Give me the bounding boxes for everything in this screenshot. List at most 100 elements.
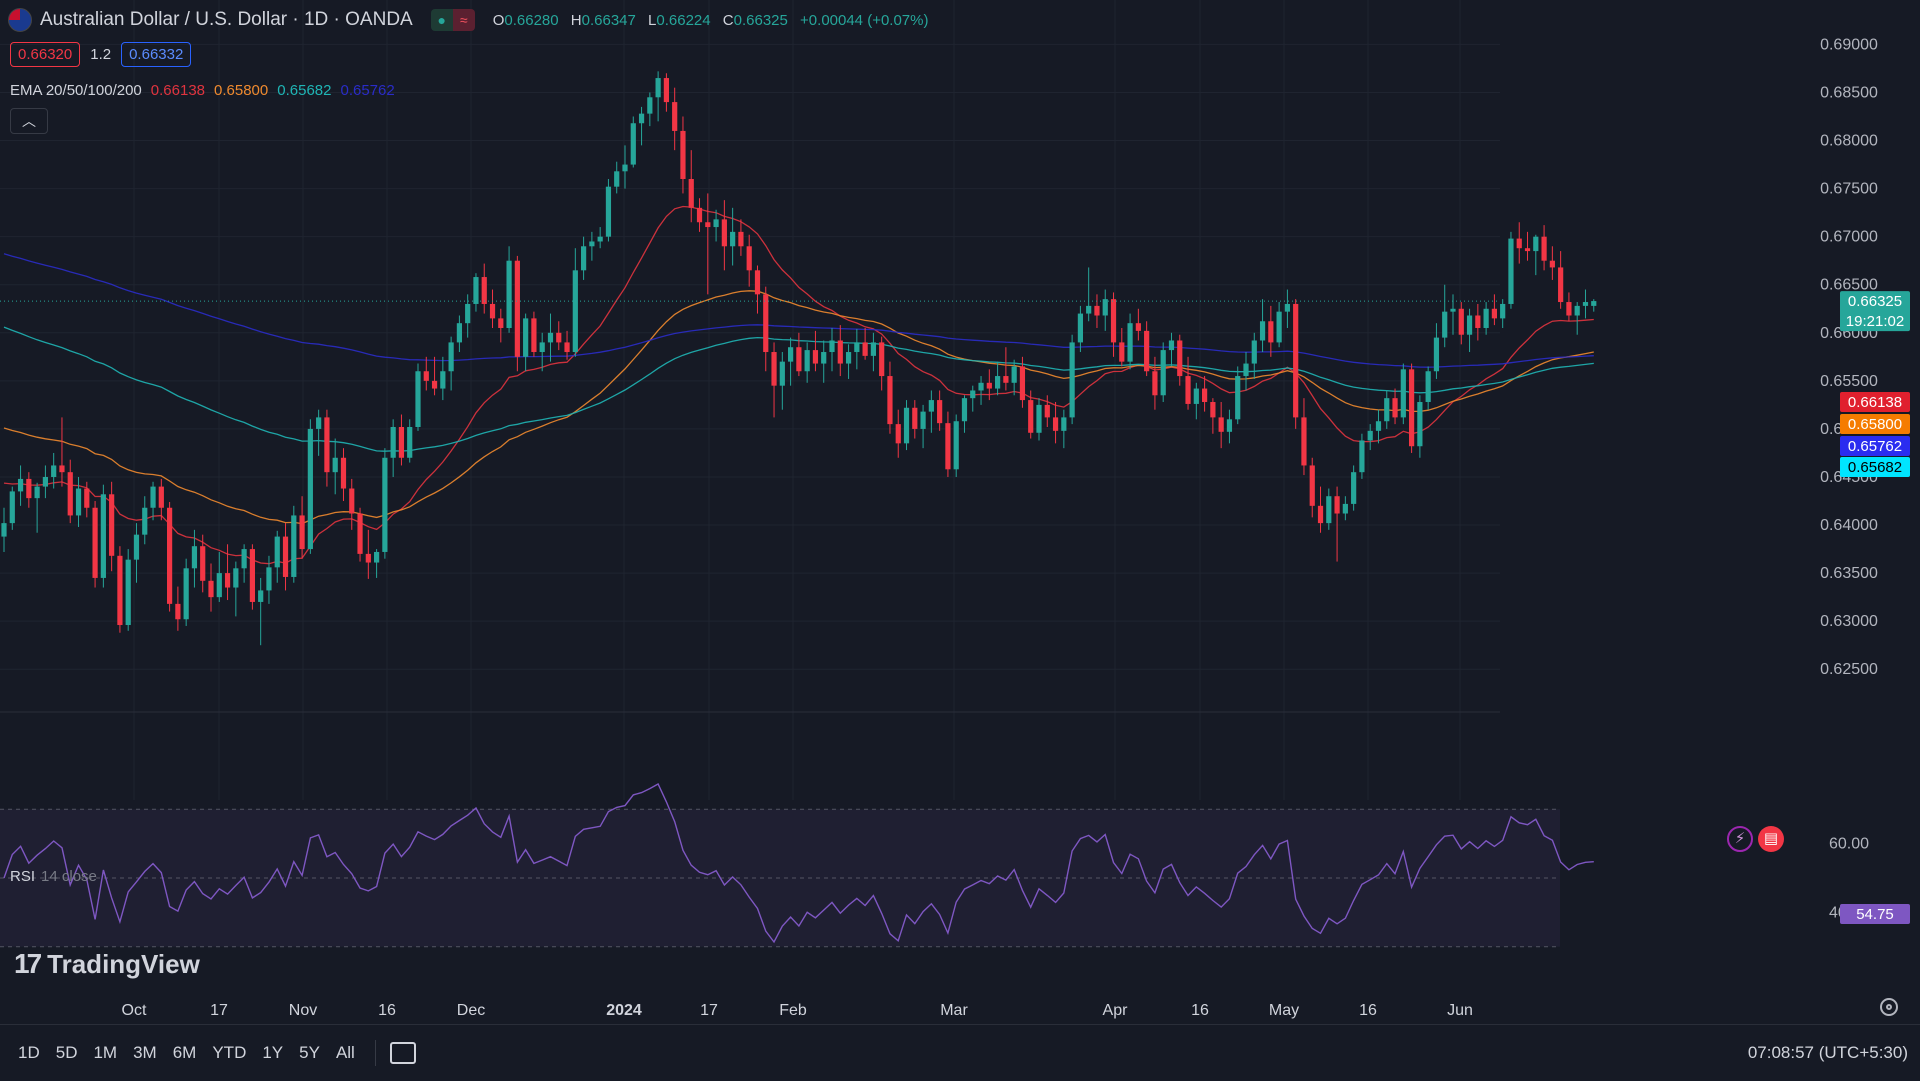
- candle-body: [663, 78, 669, 103]
- time-axis-label: 16: [1191, 1002, 1209, 1019]
- tf-5y-button[interactable]: 5Y: [299, 1043, 320, 1062]
- candle-body: [647, 97, 653, 114]
- candle-body: [845, 352, 852, 364]
- settings-gear-icon[interactable]: [1880, 998, 1898, 1016]
- candle-body: [928, 400, 934, 412]
- candle-body: [945, 423, 951, 470]
- ema-line-200: [3, 253, 1594, 368]
- ema100-tag-bg: [1840, 457, 1910, 477]
- candle-body: [456, 323, 462, 343]
- time-axis-label: Mar: [940, 1002, 968, 1019]
- candle-body: [1425, 371, 1431, 403]
- candle-body: [912, 407, 918, 429]
- candle-body: [481, 277, 487, 304]
- candle-body: [713, 219, 719, 228]
- tf-3m-button[interactable]: 3M: [133, 1043, 157, 1062]
- candle-body: [754, 270, 761, 295]
- sell-button[interactable]: 0.66320: [10, 42, 81, 67]
- candle-body: [448, 342, 454, 372]
- price-axis-label: 0.67500: [1820, 181, 1878, 198]
- candle-body: [1516, 238, 1522, 249]
- candle-body: [630, 123, 636, 165]
- candle-body: [1367, 430, 1373, 441]
- price-axis-label: 0.69000: [1820, 36, 1878, 53]
- candle-body: [796, 347, 802, 372]
- candle-body: [42, 476, 48, 487]
- candle-body: [1, 523, 7, 537]
- ema-legend[interactable]: EMA 20/50/100/200 0.66138 0.65800 0.65682 0.…: [10, 82, 404, 99]
- candle-body: [431, 380, 438, 389]
- candle-body: [216, 573, 222, 598]
- candle-body: [1210, 402, 1216, 418]
- candle-body: [1375, 421, 1382, 431]
- tf-5d-button[interactable]: 5D: [55, 1043, 78, 1062]
- time-axis-label: Jun: [1447, 1002, 1473, 1019]
- candle-body: [547, 332, 554, 343]
- candle-body: [1268, 321, 1274, 343]
- candle-body: [730, 231, 736, 247]
- candle-body: [34, 486, 40, 499]
- candle-body: [1177, 340, 1183, 377]
- ohlc-readout: O0.66280 H0.66347 L0.66224 C0.66325 +0.0…: [492, 11, 929, 29]
- candle-body: [1409, 369, 1415, 447]
- tf-1d-button[interactable]: 1D: [18, 1043, 40, 1062]
- lightning-icon[interactable]: ⚡: [1727, 826, 1753, 852]
- market-status-badge[interactable]: ● ≈: [430, 9, 475, 31]
- last-price-tag-bg: [1840, 291, 1910, 332]
- candle-body: [282, 536, 289, 577]
- price-chart[interactable]: 0.69000 0.68500 0.68000 0.67500 0.67000 0.665…: [0, 0, 1920, 1022]
- tf-6m-button[interactable]: 6M: [172, 1043, 197, 1062]
- clock-readout[interactable]: 07:08:57 (UTC+5:30): [1747, 1043, 1908, 1062]
- tf-1m-button[interactable]: 1M: [93, 1043, 118, 1062]
- calendar-icon[interactable]: [389, 1042, 416, 1064]
- symbol-header[interactable]: Australian Dollar / U.S. Dollar · 1D · O…: [8, 8, 928, 32]
- candle-body: [821, 352, 827, 364]
- buy-button[interactable]: 0.66332: [121, 42, 192, 67]
- price-axis: 0.69000 0.68500 0.68000 0.67500 0.67000 0.665…: [1820, 36, 1878, 921]
- ema-line-50: [3, 290, 1594, 525]
- ema100-value: 0.65682: [277, 82, 332, 99]
- candle-body: [349, 488, 355, 514]
- time-axis-label: 2024: [606, 1002, 642, 1019]
- candle-body: [1061, 417, 1067, 431]
- tv-logo-icon: 17: [14, 948, 42, 979]
- candle-body: [605, 186, 612, 237]
- candle-body: [200, 546, 206, 581]
- candle-body: [258, 590, 264, 602]
- tf-ytd-button[interactable]: YTD: [212, 1043, 247, 1062]
- candle-body: [1433, 337, 1440, 372]
- candle-body: [771, 352, 777, 386]
- candle-body: [655, 78, 661, 98]
- candle-body: [1400, 369, 1406, 418]
- candle-body: [1259, 321, 1266, 341]
- candle-body: [1591, 301, 1597, 306]
- time-axis-label: 17: [700, 1002, 718, 1019]
- rsi-legend[interactable]: RSI 14 close: [10, 868, 97, 885]
- time-axis-label: Apr: [1103, 1002, 1129, 1019]
- collapse-legend-button[interactable]: ︿: [10, 108, 48, 134]
- candle-body: [142, 507, 148, 535]
- candle-body: [597, 236, 603, 242]
- candle-body: [423, 371, 429, 381]
- grid-lines: [0, 0, 1500, 800]
- candle-body: [812, 350, 819, 364]
- candle-body: [109, 494, 115, 556]
- candle-body: [1127, 323, 1133, 362]
- candle-body: [1458, 308, 1464, 335]
- candle-body: [465, 303, 471, 324]
- candle-body: [970, 390, 976, 399]
- candle-body: [920, 411, 926, 429]
- candle-body: [1044, 404, 1050, 418]
- tf-all-button[interactable]: All: [335, 1043, 355, 1062]
- candle-body: [92, 507, 98, 578]
- candle-body: [614, 171, 620, 187]
- tf-1y-button[interactable]: 1Y: [262, 1043, 284, 1062]
- candle-body: [506, 260, 512, 328]
- candle-body: [332, 457, 338, 473]
- candle-body: [233, 568, 239, 588]
- us-flag-icon[interactable]: ▤: [1758, 826, 1784, 852]
- candle-body: [266, 567, 272, 591]
- time-axis-label: Oct: [122, 1002, 147, 1019]
- price-axis-label: 0.68000: [1820, 133, 1878, 150]
- last-price-tag: 0.66325: [1848, 293, 1902, 310]
